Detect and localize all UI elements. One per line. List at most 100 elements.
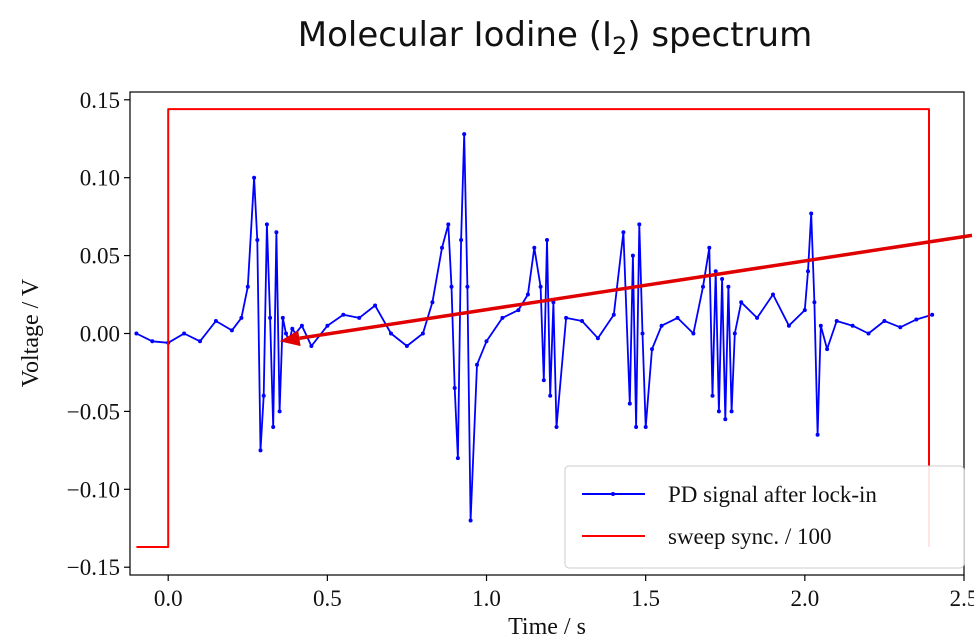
series-pd-signal-point [732,331,737,336]
series-pd-signal-point [771,292,775,297]
series-pd-signal-point [637,222,642,227]
series-pd-signal-point [643,425,648,429]
series-pd-signal-point [500,315,505,320]
y-tick-label: 0.15 [80,88,120,113]
series-pd-signal-point [182,331,187,336]
x-axis-ticks: 0.0 0.5 1.0 1.5 2.0 2.5 [154,575,974,611]
series-pd-signal-point [532,245,537,250]
series-pd-signal-point [455,456,460,461]
series-pd-signal-point [516,308,521,313]
series-pd-signal-point [538,284,543,289]
series-pd-signal-point [389,331,393,336]
series-pd-signal-point [229,328,234,333]
series-pd-signal-point [404,344,409,348]
series-pd-signal-point [462,132,467,137]
series-pd-signal-point [309,344,314,348]
series-pd-signal-point [729,409,734,414]
series-pd-signal-point [341,312,346,317]
series-pd-signal-point [465,284,470,289]
series-pd-signal-point [866,331,871,336]
series-pd-signal-point [650,347,654,352]
series-pd-signal-point [786,323,791,328]
series-pd-signal-point [420,331,425,336]
annotation-arrow-head [279,330,301,347]
series-pd-signal-point [452,386,457,390]
series-pd-signal-point [541,378,546,383]
series-pd-signal-point [545,238,549,242]
series-pd-signal-point [898,325,903,330]
series-pd-signal-point [239,315,244,320]
series-pd-signal-point [580,319,584,323]
series-pd-signal-point [812,300,817,305]
y-axis-ticks: 0.15 0.10 0.05 0.00 −0.05 −0.10 −0.15 [67,88,130,580]
legend-marker-pd-signal [611,492,615,496]
x-tick-label: 1.0 [472,586,501,611]
series-pd-signal-point [134,331,139,336]
series-pd-signal-point [701,284,705,289]
series-pd-signal-point [809,211,814,216]
series-pd-signal-point [739,300,744,305]
annotation-arrow [299,233,973,340]
x-tick-label: 1.5 [631,586,660,611]
series-pd-signal-point [802,308,807,313]
title-main: Molecular Iodine (I [298,15,612,55]
y-tick-label: −0.05 [67,399,120,424]
series-pd-signal-point [720,277,725,281]
series-pd-signal-point [252,175,257,180]
legend: PD signal after lock-in sweep sync. / 10… [564,465,965,569]
series-pd-signal-point [825,347,830,352]
series-pd-signal-point [484,339,489,344]
series-pd-signal-point [630,253,635,258]
series-pd-signal-point [525,292,530,297]
series-pd-signal-point [675,315,680,320]
series-pd-signal-point [914,317,919,322]
series-pd-signal-point [707,245,712,250]
series-pd-signal-point [373,303,378,308]
series-pd-signal-point [595,336,600,341]
y-axis-label: Voltage / V [18,278,44,387]
series-pd-signal-point [691,331,696,336]
series-pd-signal-point [930,312,935,317]
series-pd-signal-point [726,284,731,289]
series-pd-signal-point [274,230,279,235]
series-pd-signal-point [284,331,288,336]
series-pd-signal-point [271,425,276,429]
series-pd-signal-point [245,284,250,289]
series-pd-signal-point [611,312,616,317]
series-pd-signal-point [834,319,839,323]
series-pd-signal-point [446,222,451,227]
series-pd-signal-point [449,284,454,289]
series-pd-signal-point [554,425,559,429]
series-pd-signal-point [710,393,715,398]
series-pd-signal-point [213,319,218,323]
series-pd-signal-point [723,417,728,422]
series-pd-signal-point [299,323,304,328]
series-pd-signal-point [659,323,664,328]
chart-title: Molecular Iodine (I2) spectrum [298,15,812,60]
y-tick-label: 0.00 [80,322,120,347]
series-pd-signal-point [357,315,362,320]
x-axis-label: Time / s [508,614,586,640]
series-pd-signal-point [818,323,823,328]
series-pd-signal-point [850,323,855,328]
series-pd-signal-point [640,331,645,336]
series-pd-signal-point [755,315,760,320]
series-pd-signal-point [468,518,473,523]
series-pd-signal-point [806,269,810,274]
series-pd-signal-point [430,300,435,305]
series-pd-signal-point [325,323,330,328]
series-sweep-sync-line [136,108,930,548]
legend-label-pd-signal: PD signal after lock-in [668,482,877,507]
x-tick-label: 2.5 [950,586,974,611]
series-pd-signal-point [198,339,202,344]
legend-label-sweep-sync: sweep sync. / 100 [668,524,832,549]
series-pd-signal-point [258,448,263,453]
x-tick-label: 0.5 [313,586,342,611]
series-pd-signal-point [277,409,282,414]
series-pd-signal-point [459,238,464,242]
title-suffix: ) spectrum [627,15,812,55]
series-pd-signal-point [150,339,155,344]
series-pd-signal-point [255,238,260,242]
y-tick-label: −0.10 [67,477,120,502]
